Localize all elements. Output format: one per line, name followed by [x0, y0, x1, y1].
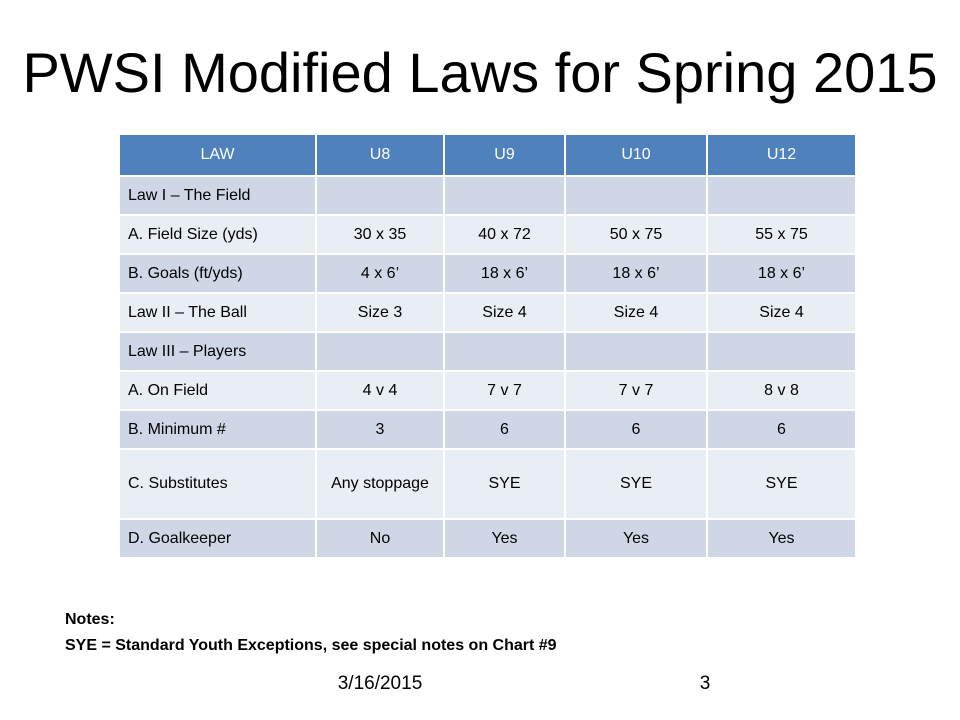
- table-cell: [565, 175, 708, 215]
- table-cell: [444, 175, 566, 215]
- header-u10: U10: [565, 135, 708, 176]
- table-cell: 6: [707, 409, 857, 449]
- table-cell: 18 x 6’: [444, 253, 566, 293]
- notes-block: Notes: SYE = Standard Youth Exceptions, …: [65, 607, 557, 659]
- table-cell: [316, 331, 445, 371]
- table-cell: [707, 175, 857, 215]
- table-row: B. Goals (ft/yds) 4 x 6’ 18 x 6’ 18 x 6’…: [120, 253, 857, 293]
- header-u12: U12: [707, 135, 857, 176]
- laws-table: LAW U8 U9 U10 U12 Law I – The Field A. F…: [120, 135, 857, 557]
- header-u9: U9: [444, 135, 566, 176]
- table-cell: C. Substitutes: [120, 448, 317, 519]
- table-cell: 55 x 75: [707, 214, 857, 254]
- table-cell: Any stoppage: [316, 448, 445, 519]
- table-cell: 3: [316, 409, 445, 449]
- table-cell: Law I – The Field: [120, 175, 317, 215]
- table-cell: [316, 175, 445, 215]
- table-row: A. On Field 4 v 4 7 v 7 7 v 7 8 v 8: [120, 370, 857, 410]
- table-row: Law III – Players: [120, 331, 857, 371]
- header-law: LAW: [120, 135, 317, 176]
- slide-title: PWSI Modified Laws for Spring 2015: [22, 41, 938, 104]
- table-cell: 4 v 4: [316, 370, 445, 410]
- table-cell: SYE: [707, 448, 857, 519]
- table-cell: Size 4: [707, 292, 857, 332]
- table-cell: Law III – Players: [120, 331, 317, 371]
- table-cell: SYE: [444, 448, 566, 519]
- table-cell: Law II – The Ball: [120, 292, 317, 332]
- table-cell: [444, 331, 566, 371]
- table-cell: Yes: [444, 518, 566, 557]
- table-cell: 18 x 6’: [565, 253, 708, 293]
- table-cell: 7 v 7: [565, 370, 708, 410]
- footer-date: 3/16/2015: [337, 673, 423, 694]
- table-cell: 6: [565, 409, 708, 449]
- table-cell: B. Minimum #: [120, 409, 317, 449]
- notes-heading: Notes:: [65, 611, 115, 628]
- table-header-row: LAW U8 U9 U10 U12: [120, 135, 857, 176]
- slide-number: 3: [699, 673, 711, 694]
- table-cell: A. Field Size (yds): [120, 214, 317, 254]
- table-cell: Size 4: [565, 292, 708, 332]
- table-row: B. Minimum # 3 6 6 6: [120, 409, 857, 449]
- table-row: C. Substitutes Any stoppage SYE SYE SYE: [120, 448, 857, 519]
- table-cell: Size 3: [316, 292, 445, 332]
- header-u8: U8: [316, 135, 445, 176]
- table-cell: A. On Field: [120, 370, 317, 410]
- table-cell: Size 4: [444, 292, 566, 332]
- table-cell: 7 v 7: [444, 370, 566, 410]
- table-cell: 4 x 6’: [316, 253, 445, 293]
- table-cell: Yes: [565, 518, 708, 557]
- table-cell: [707, 331, 857, 371]
- table-cell: 8 v 8: [707, 370, 857, 410]
- laws-table-container: LAW U8 U9 U10 U12 Law I – The Field A. F…: [120, 135, 857, 557]
- notes-text: SYE = Standard Youth Exceptions, see spe…: [65, 637, 557, 654]
- table-row: D. Goalkeeper No Yes Yes Yes: [120, 518, 857, 557]
- table-cell: B. Goals (ft/yds): [120, 253, 317, 293]
- table-cell: 50 x 75: [565, 214, 708, 254]
- table-row: Law II – The Ball Size 3 Size 4 Size 4 S…: [120, 292, 857, 332]
- table-cell: D. Goalkeeper: [120, 518, 317, 557]
- table-cell: Yes: [707, 518, 857, 557]
- table-row: A. Field Size (yds) 30 x 35 40 x 72 50 x…: [120, 214, 857, 254]
- table-cell: SYE: [565, 448, 708, 519]
- table-cell: No: [316, 518, 445, 557]
- table-cell: 30 x 35: [316, 214, 445, 254]
- table-row: Law I – The Field: [120, 175, 857, 215]
- table-cell: 6: [444, 409, 566, 449]
- table-cell: [565, 331, 708, 371]
- table-cell: 18 x 6’: [707, 253, 857, 293]
- table-cell: 40 x 72: [444, 214, 566, 254]
